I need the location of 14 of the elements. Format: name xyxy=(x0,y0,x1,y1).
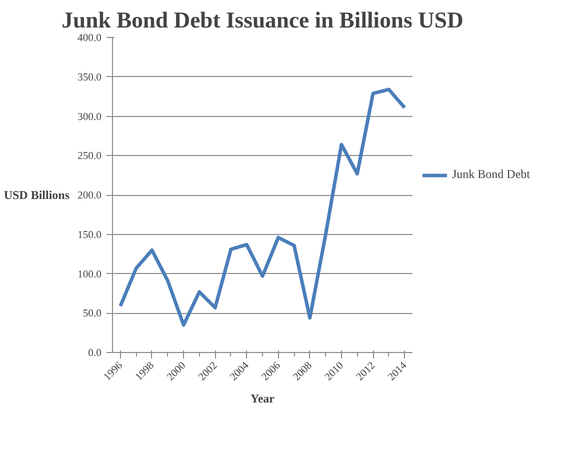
y-axis-title: USD Billions xyxy=(4,188,70,202)
y-tick-label: 300.0 xyxy=(78,112,102,123)
y-tick-label: 200.0 xyxy=(78,190,102,202)
chart-title: Junk Bond Debt Issuance in Billions USD xyxy=(62,8,464,32)
y-tick-label: 50.0 xyxy=(82,308,102,320)
y-tick-label: 0.0 xyxy=(88,348,102,359)
x-axis-title: Year xyxy=(250,392,276,406)
y-tick-label: 250.0 xyxy=(78,151,102,162)
y-tick-label: 350.0 xyxy=(78,72,102,84)
y-tick-label: 100.0 xyxy=(78,269,102,280)
legend-label: Junk Bond Debt xyxy=(452,167,530,182)
y-tick-label: 150.0 xyxy=(78,230,102,241)
y-tick-label: 400.0 xyxy=(78,33,102,44)
line-series xyxy=(118,88,406,327)
